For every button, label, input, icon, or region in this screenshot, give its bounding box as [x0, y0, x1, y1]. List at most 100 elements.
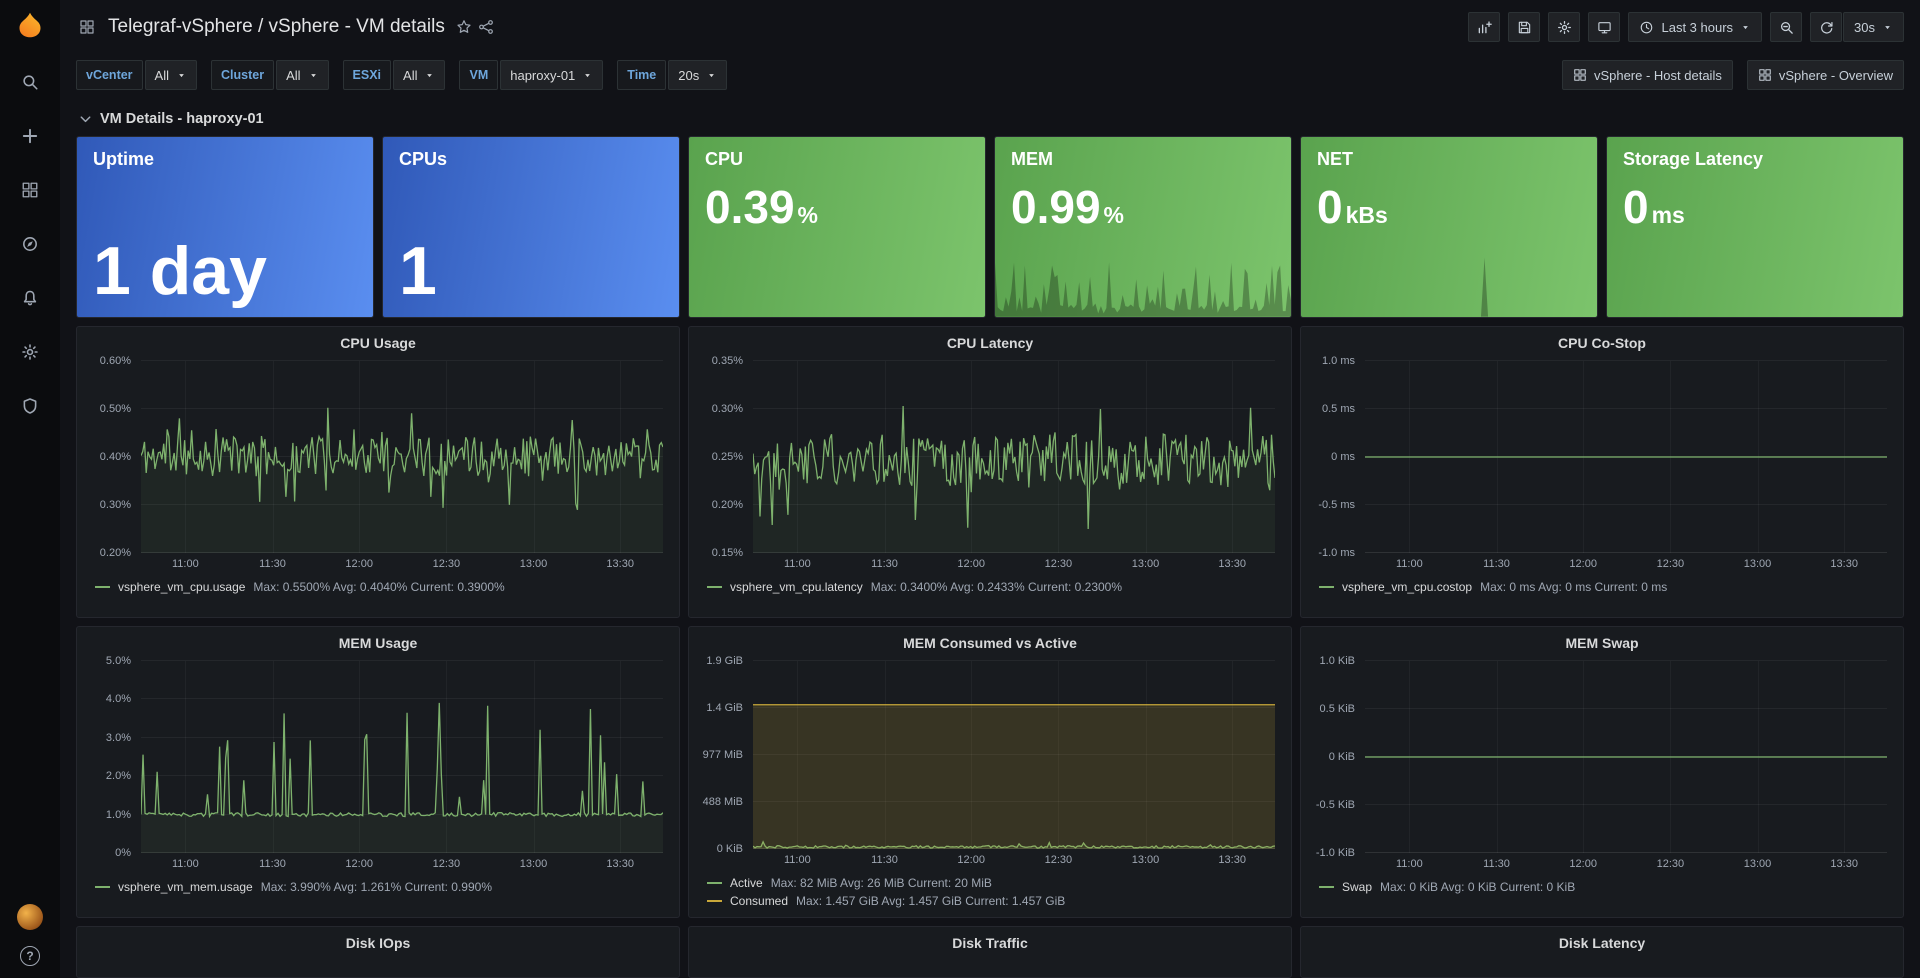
series-name[interactable]: vsphere_vm_cpu.costop: [1342, 580, 1473, 594]
legend-item[interactable]: vsphere_vm_mem.usage Max: 3.990% Avg: 1.…: [95, 878, 671, 896]
variable-value-dropdown[interactable]: 20s: [668, 60, 728, 90]
stat-title[interactable]: Uptime: [93, 149, 155, 169]
variable-value-dropdown[interactable]: All: [393, 60, 446, 90]
user-avatar[interactable]: [17, 904, 43, 930]
panel-title[interactable]: Disk IOps: [345, 935, 411, 951]
topbar-left: Telegraf-vSphere / vSphere - VM details: [76, 16, 497, 38]
alerting-bell-icon[interactable]: [10, 281, 50, 315]
chart-row-1: CPU Usage 0.20% 0.30% 0.40% 0.50% 0.60% 11:0…: [76, 326, 1904, 618]
share-icon[interactable]: [475, 16, 497, 38]
refresh-icon: [1819, 20, 1834, 35]
row-header[interactable]: VM Details - haproxy-01: [60, 102, 1920, 136]
link-overview[interactable]: vSphere - Overview: [1746, 60, 1904, 90]
configuration-gear-icon[interactable]: [10, 335, 50, 369]
y-tick-label: 1.0 KiB: [1319, 655, 1355, 667]
series-stats: Max: 0.5500% Avg: 0.4040% Current: 0.390…: [253, 580, 505, 594]
x-tick-label: 11:00: [1396, 558, 1423, 570]
caret-down-icon: [308, 70, 319, 81]
legend-item[interactable]: Swap Max: 0 KiB Avg: 0 KiB Current: 0 Ki…: [1319, 878, 1895, 896]
panel-title[interactable]: MEM Consumed vs Active: [903, 635, 1077, 651]
x-tick-label: 12:00: [345, 858, 373, 870]
time-range-picker[interactable]: Last 3 hours: [1628, 12, 1763, 42]
x-tick-label: 11:30: [259, 858, 286, 870]
series-name[interactable]: vsphere_vm_cpu.latency: [730, 580, 863, 594]
gear-icon: [1557, 20, 1572, 35]
x-tick-label: 11:00: [172, 858, 199, 870]
plot-area[interactable]: [141, 660, 663, 853]
legend: Active Max: 82 MiB Avg: 26 MiB Current: …: [689, 871, 1291, 917]
legend-item[interactable]: Consumed Max: 1.457 GiB Avg: 1.457 GiB C…: [707, 892, 1283, 910]
panel-title[interactable]: MEM Usage: [338, 635, 418, 651]
plus-icon[interactable]: [10, 119, 50, 153]
legend-item[interactable]: vsphere_vm_cpu.usage Max: 0.5500% Avg: 0…: [95, 578, 671, 596]
variable-label: Cluster: [211, 60, 275, 90]
explore-compass-icon[interactable]: [10, 227, 50, 261]
series-name[interactable]: vsphere_vm_mem.usage: [118, 880, 253, 894]
stat-title[interactable]: CPU: [705, 149, 744, 169]
variable-label: Time: [617, 60, 667, 90]
dashboard-settings-button[interactable]: [1548, 12, 1581, 42]
stat-title[interactable]: Storage Latency: [1623, 149, 1764, 169]
series-name[interactable]: vsphere_vm_cpu.usage: [118, 580, 246, 594]
plot-area[interactable]: [753, 360, 1275, 553]
legend-item[interactable]: vsphere_vm_cpu.costop Max: 0 ms Avg: 0 m…: [1319, 578, 1895, 596]
stat-title[interactable]: MEM: [1011, 149, 1053, 169]
star-icon[interactable]: [453, 16, 475, 38]
plot-area[interactable]: [753, 660, 1275, 849]
x-tick-label: 11:30: [1483, 558, 1510, 570]
x-tick-label: 11:00: [172, 558, 199, 570]
dashboards-icon[interactable]: [10, 173, 50, 207]
dashboard-icon[interactable]: [76, 16, 98, 38]
series-name[interactable]: Active: [730, 876, 763, 890]
cycle-view-button[interactable]: [1588, 12, 1621, 42]
variable-value-dropdown[interactable]: haproxy-01: [500, 60, 604, 90]
stat-title[interactable]: NET: [1317, 149, 1353, 169]
legend-item[interactable]: Active Max: 82 MiB Avg: 26 MiB Current: …: [707, 874, 1283, 892]
apps-icon: [1758, 68, 1772, 82]
admin-shield-icon[interactable]: [10, 389, 50, 423]
variable-value-dropdown[interactable]: All: [276, 60, 329, 90]
add-panel-button[interactable]: [1468, 12, 1501, 42]
help-icon[interactable]: ?: [20, 946, 40, 966]
series-stats: Max: 1.457 GiB Avg: 1.457 GiB Current: 1…: [796, 894, 1066, 908]
search-icon[interactable]: [10, 65, 50, 99]
chart-row-2: MEM Usage 0% 1.0% 2.0% 3.0% 4.0% 5.0% 11:00 11…: [76, 626, 1904, 918]
x-tick-label: 13:30: [1218, 854, 1246, 866]
plot-area[interactable]: [1365, 660, 1887, 853]
save-dashboard-button[interactable]: [1508, 12, 1541, 42]
apps-icon: [1573, 68, 1587, 82]
link-host-details[interactable]: vSphere - Host details: [1561, 60, 1733, 90]
x-tick-label: 12:30: [432, 558, 461, 570]
y-tick-label: -1.0 KiB: [1315, 847, 1355, 859]
x-tick-label: 13:00: [1131, 558, 1160, 570]
plot-area[interactable]: [141, 360, 663, 553]
legend: Swap Max: 0 KiB Avg: 0 KiB Current: 0 Ki…: [1301, 875, 1903, 917]
y-tick-label: 0 KiB: [1328, 751, 1355, 763]
panel-title[interactable]: MEM Swap: [1565, 635, 1639, 651]
zoom-out-button[interactable]: [1770, 12, 1803, 42]
legend-item[interactable]: vsphere_vm_cpu.latency Max: 0.3400% Avg:…: [707, 578, 1283, 596]
x-tick-label: 12:00: [345, 558, 373, 570]
refresh-button[interactable]: [1810, 12, 1843, 42]
y-tick-label: 0.60%: [99, 355, 131, 367]
panel-title[interactable]: CPU Usage: [340, 335, 416, 351]
variable-label: vCenter: [76, 60, 143, 90]
x-tick-label: 11:00: [1396, 858, 1423, 870]
y-tick-label: 4.0%: [105, 693, 131, 706]
plot-area[interactable]: [1365, 360, 1887, 553]
series-stats: Max: 0 KiB Avg: 0 KiB Current: 0 KiB: [1380, 880, 1576, 894]
panel-title[interactable]: Disk Traffic: [952, 935, 1028, 951]
stat-title[interactable]: CPUs: [399, 149, 448, 169]
variable-time: Time 20s: [617, 60, 728, 90]
panel-title[interactable]: CPU Latency: [946, 335, 1034, 351]
grafana-logo[interactable]: [15, 10, 45, 43]
panel-title[interactable]: CPU Co-Stop: [1558, 335, 1646, 351]
series-name[interactable]: Swap: [1342, 880, 1373, 894]
panel-title[interactable]: Disk Latency: [1558, 935, 1646, 951]
refresh-interval-picker[interactable]: 30s: [1843, 12, 1904, 42]
series-name[interactable]: Consumed: [730, 894, 789, 908]
save-icon: [1517, 20, 1532, 35]
y-tick-label: 0 KiB: [716, 843, 743, 855]
y-tick-label: 1.9 GiB: [706, 655, 743, 667]
variable-value-dropdown[interactable]: All: [144, 60, 197, 90]
